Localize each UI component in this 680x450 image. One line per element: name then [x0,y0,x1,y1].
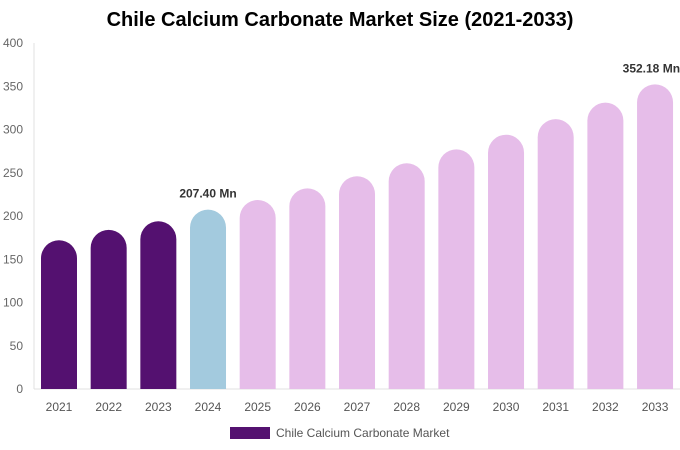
x-tick-label: 2022 [95,400,122,414]
bar-2028 [388,163,425,389]
bar-2022 [90,229,127,389]
bar-2023 [140,221,177,389]
bar-2029 [438,149,475,389]
y-tick-label: 50 [10,339,24,353]
y-tick-label: 400 [3,36,23,50]
y-tick-label: 150 [3,252,23,266]
x-tick-label: 2024 [195,400,222,414]
bar-2021 [41,240,77,389]
x-tick-label: 2032 [592,400,619,414]
x-tick-label: 2027 [344,400,371,414]
x-tick-label: 2023 [145,400,172,414]
bar-2032 [587,102,624,389]
x-tick-label: 2021 [46,400,73,414]
x-tick-label: 2031 [542,400,569,414]
chart-title: Chile Calcium Carbonate Market Size (202… [106,9,574,31]
data-label: 352.18 Mn [623,61,680,75]
y-tick-label: 300 [3,123,23,137]
x-tick-label: 2029 [443,400,470,414]
bar-2026 [289,188,326,389]
bar-2031 [537,119,574,389]
data-label: 207.40 Mn [179,187,236,201]
bar-2027 [339,176,376,389]
x-tick-label: 2030 [493,400,520,414]
y-tick-label: 200 [3,209,23,223]
legend: Chile Calcium Carbonate Market [230,426,449,440]
legend-label: Chile Calcium Carbonate Market [276,426,450,440]
bar-2025 [239,199,276,389]
x-tick-label: 2033 [642,400,669,414]
y-tick-label: 0 [16,382,23,396]
x-tick-label: 2028 [393,400,420,414]
bar-2024 [190,209,227,389]
y-tick-label: 350 [3,79,23,93]
bar-2033 [637,84,674,389]
y-tick-label: 100 [3,296,23,310]
x-tick-label: 2025 [244,400,271,414]
y-tick-label: 250 [3,166,23,180]
x-tick-label: 2026 [294,400,321,414]
legend-swatch [230,427,270,439]
bar-2030 [488,134,525,389]
